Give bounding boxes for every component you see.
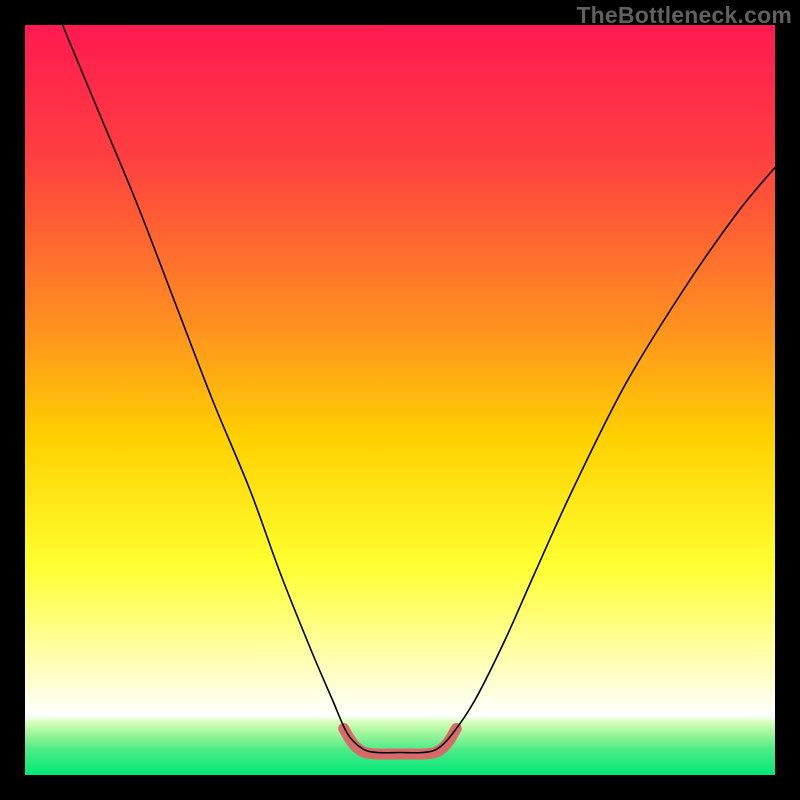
- plot-area: [25, 25, 775, 775]
- watermark-text: TheBottleneck.com: [576, 2, 792, 29]
- gradient-background: [25, 25, 775, 775]
- bottleneck-chart-svg: [25, 25, 775, 775]
- chart-frame: TheBottleneck.com: [0, 0, 800, 800]
